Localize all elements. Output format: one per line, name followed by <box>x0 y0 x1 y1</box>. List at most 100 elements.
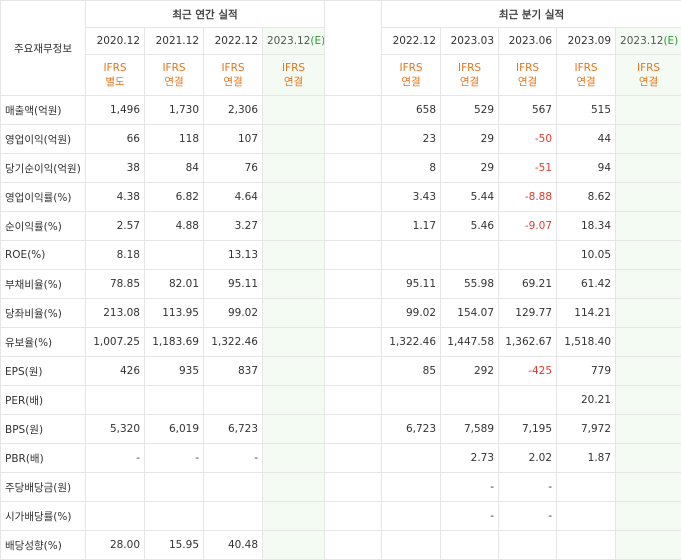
table-cell: 1.87 <box>557 444 616 473</box>
annual-period-1: 2021.12 <box>145 28 204 55</box>
table-cell: 66 <box>86 125 145 154</box>
row-label: PBR(배) <box>1 444 86 473</box>
table-cell: -425 <box>499 357 557 386</box>
row-label: 순이익률(%) <box>1 212 86 241</box>
table-cell: - <box>86 444 145 473</box>
quarter-period-0: 2022.12 <box>382 28 441 55</box>
row-label: 주당배당금(원) <box>1 473 86 502</box>
table-cell <box>557 531 616 560</box>
table-cell <box>557 502 616 531</box>
row-label: 영업이익률(%) <box>1 183 86 212</box>
basis-label: 연결 <box>386 75 436 89</box>
table-cell <box>616 328 681 357</box>
table-cell: - <box>204 444 263 473</box>
table-cell <box>204 473 263 502</box>
table-cell: 7,972 <box>557 415 616 444</box>
table-cell <box>263 328 325 357</box>
table-cell <box>616 212 681 241</box>
table-cell: 94 <box>557 154 616 183</box>
section-gap <box>325 299 382 328</box>
table-cell: 114.21 <box>557 299 616 328</box>
row-label: 매출액(억원) <box>1 96 86 125</box>
table-cell: 6,723 <box>382 415 441 444</box>
table-cell: 1,730 <box>145 96 204 125</box>
row-label: BPS(원) <box>1 415 86 444</box>
row-label: EPS(원) <box>1 357 86 386</box>
table-cell <box>499 241 557 270</box>
table-cell <box>441 386 499 415</box>
table-cell: 1.17 <box>382 212 441 241</box>
table-cell <box>263 241 325 270</box>
ifrs-label: IFRS <box>561 61 611 75</box>
section-gap <box>325 473 382 502</box>
table-cell: 426 <box>86 357 145 386</box>
ifrs-label: IFRS <box>620 61 677 75</box>
ifrs-label: IFRS <box>208 61 258 75</box>
table-cell <box>616 444 681 473</box>
table-cell: 10.05 <box>557 241 616 270</box>
table-cell: 4.64 <box>204 183 263 212</box>
table-cell <box>616 386 681 415</box>
table-cell <box>499 531 557 560</box>
table-cell: -50 <box>499 125 557 154</box>
period-label: 2021.12 <box>156 35 199 47</box>
table-cell: 95.11 <box>204 270 263 299</box>
row-label: 유보율(%) <box>1 328 86 357</box>
table-cell <box>382 531 441 560</box>
section-gap <box>325 96 382 125</box>
table-cell <box>204 386 263 415</box>
table-cell: 76 <box>204 154 263 183</box>
table-cell <box>86 473 145 502</box>
table-cell <box>263 415 325 444</box>
table-cell: 515 <box>557 96 616 125</box>
section-gap <box>325 154 382 183</box>
table-cell <box>382 502 441 531</box>
table-cell: 78.85 <box>86 270 145 299</box>
section-gap <box>325 270 382 299</box>
table-cell: - <box>441 473 499 502</box>
table-cell: 4.88 <box>145 212 204 241</box>
section-gap <box>325 241 382 270</box>
table-cell <box>263 212 325 241</box>
table-cell: 6.82 <box>145 183 204 212</box>
section-gap <box>325 125 382 154</box>
row-label: 부채비율(%) <box>1 270 86 299</box>
basis-label: 연결 <box>445 75 494 89</box>
table-cell: 2.73 <box>441 444 499 473</box>
table-cell: 84 <box>145 154 204 183</box>
section-gap <box>325 415 382 444</box>
table-cell: 4.38 <box>86 183 145 212</box>
table-cell <box>616 531 681 560</box>
table-cell: 292 <box>441 357 499 386</box>
table-cell <box>382 473 441 502</box>
table-cell: 7,195 <box>499 415 557 444</box>
table-cell: 99.02 <box>382 299 441 328</box>
table-cell: 29 <box>441 125 499 154</box>
table-cell <box>204 502 263 531</box>
table-cell <box>616 502 681 531</box>
table-cell <box>616 357 681 386</box>
table-cell <box>86 386 145 415</box>
table-cell: 44 <box>557 125 616 154</box>
table-cell: -8.88 <box>499 183 557 212</box>
table-cell <box>557 473 616 502</box>
table-cell: 2,306 <box>204 96 263 125</box>
table-cell: 8 <box>382 154 441 183</box>
section-gap <box>325 183 382 212</box>
section-gap <box>325 328 382 357</box>
table-cell: 28.00 <box>86 531 145 560</box>
row-label: 영업이익(억원) <box>1 125 86 154</box>
table-cell: 95.11 <box>382 270 441 299</box>
table-cell <box>145 386 204 415</box>
table-cell: 40.48 <box>204 531 263 560</box>
period-label: 2023.12 <box>267 35 310 47</box>
row-label: 배당성향(%) <box>1 531 86 560</box>
